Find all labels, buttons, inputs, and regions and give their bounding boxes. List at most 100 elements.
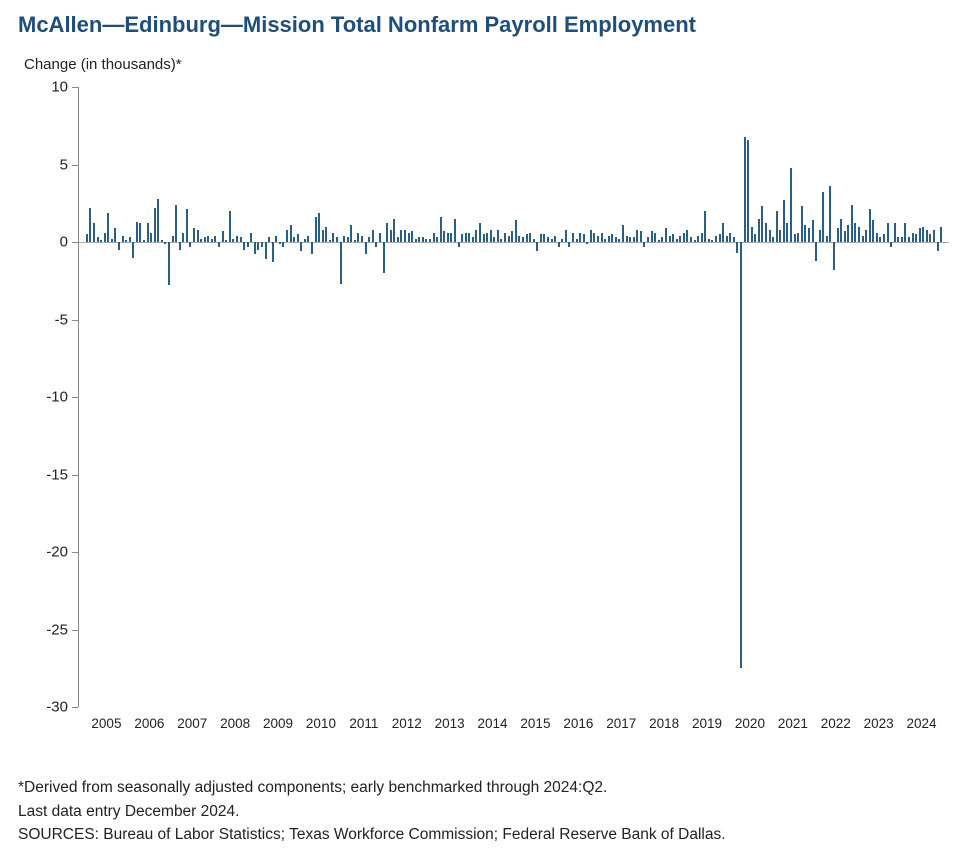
chart-bar [912,233,914,242]
chart-bar [829,186,831,242]
chart-bar [636,230,638,242]
chart-bar [679,236,681,242]
chart-bar [851,205,853,242]
chart-bar [515,220,517,242]
chart-bar [694,240,696,242]
chart-bar [200,239,202,242]
chart-bar [901,237,903,242]
chart-bar [665,228,667,242]
chart-bar [379,233,381,242]
chart-bar [790,168,792,242]
chart-bar [250,233,252,242]
chart-bar [354,240,356,242]
chart-bar [801,206,803,242]
chart-bar [729,233,731,242]
chart-bar [754,234,756,242]
chart-bar [751,227,753,243]
x-tick-label: 2014 [478,716,508,731]
chart-bar [711,240,713,242]
chart-bar [404,230,406,242]
chart-bar [765,223,767,242]
chart-bar [726,236,728,242]
x-tick-label: 2015 [520,716,550,731]
footnote-last-entry: Last data entry December 2024. [18,801,959,823]
chart-bar [543,234,545,242]
chart-bar [225,240,227,242]
x-tick-label: 2019 [692,716,722,731]
chart-bar [214,236,216,242]
chart-bar [887,223,889,242]
chart-bar [894,223,896,242]
chart-bar [368,237,370,242]
chart-bar [926,230,928,242]
chart-bar [332,233,334,242]
chart-bar [307,236,309,242]
chart-bar [193,228,195,242]
chart-bar [740,242,742,668]
chart-bar [872,220,874,242]
footnote-sources: SOURCES: Bureau of Labor Statistics; Tex… [18,824,959,846]
chart-bar [104,233,106,242]
chart-bar [890,242,892,247]
chart-bar [350,225,352,242]
chart-bar [672,234,674,242]
chart-bar [611,234,613,242]
chart-bar [647,237,649,242]
chart-bar [229,211,231,242]
chart-bar [669,236,671,242]
chart-bar [393,219,395,242]
chart-bar [472,237,474,242]
y-axis-title: Change (in thousands)* [24,56,959,73]
chart-bar [747,140,749,242]
chart-bar [576,239,578,242]
chart-bar [254,242,256,254]
chart-bar [111,239,113,242]
chart-bar [536,242,538,251]
chart-bar [511,231,513,242]
chart-bar [568,242,570,247]
chart-bar [415,239,417,242]
chart-bar [565,230,567,242]
chart-bar [143,240,145,242]
chart-bar [601,233,603,242]
chart-bar [658,240,660,242]
chart-bar [390,230,392,242]
chart-bar [651,231,653,242]
chart-bar [411,231,413,242]
chart-bar [561,239,563,242]
chart-bar [322,230,324,242]
chart-bar [275,236,277,242]
chart-bar [290,225,292,242]
chart-bar [418,237,420,242]
chart-bar [97,237,99,242]
chart-bar [483,234,485,242]
x-tick-label: 2005 [91,716,121,731]
chart-bar [300,242,302,251]
chart-bar [340,242,342,284]
chart-bar [844,231,846,242]
chart-bar [529,233,531,242]
chart-bar [222,231,224,242]
chart-bar [172,236,174,242]
chart-bar [772,237,774,242]
chart-bar [179,242,181,250]
chart-bar [690,237,692,242]
chart-bar [779,230,781,242]
chart-bar [522,237,524,242]
chart-bar [865,230,867,242]
chart-bar [633,237,635,242]
chart-bar [626,236,628,242]
chart-bar [608,236,610,242]
x-tick-label: 2013 [435,716,465,731]
chart-bar [572,233,574,242]
x-tick-label: 2007 [177,716,207,731]
chart-bar [397,237,399,242]
chart-bar [686,230,688,242]
chart-bar [862,236,864,242]
chart-bar [922,227,924,243]
chart-bar [643,242,645,247]
footnote-derivation: *Derived from seasonally adjusted compon… [18,777,959,799]
chart-bar [100,240,102,242]
chart-bar [139,223,141,242]
chart-bar [554,236,556,242]
